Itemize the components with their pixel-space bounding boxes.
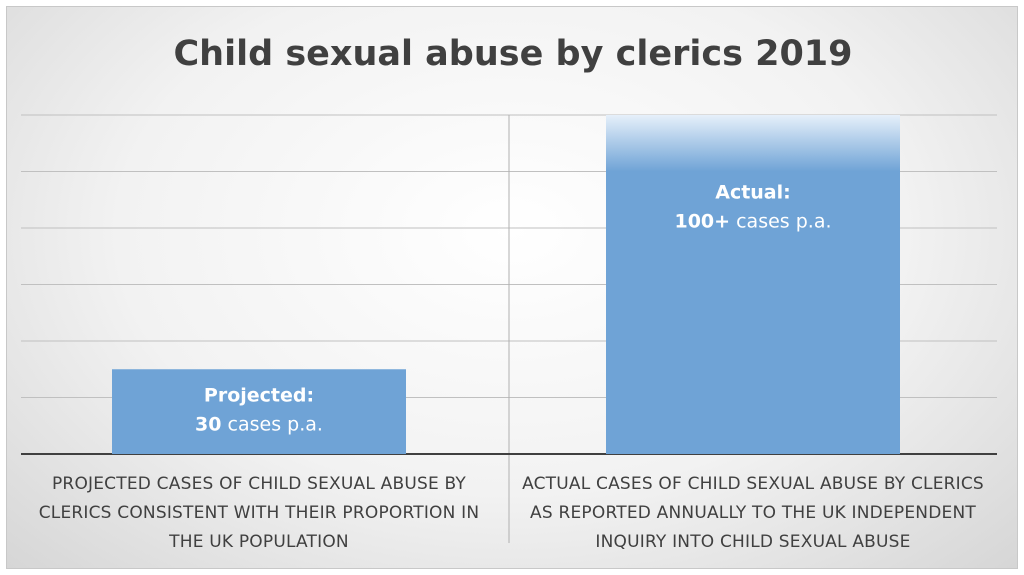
data-label-unit: cases p.a. <box>222 413 323 435</box>
chart-title: Child sexual abuse by clerics 2019 <box>173 34 852 74</box>
chart-frame: Child sexual abuse by clerics 2019 Proje… <box>6 6 1018 569</box>
category-tick-label: INQUIRY INTO CHILD SEXUAL ABUSE <box>595 532 910 552</box>
bar-fade <box>606 115 900 172</box>
data-label-number: 30 <box>195 413 221 435</box>
data-label-value: 100+ cases p.a. <box>674 211 831 233</box>
bar-chart: Child sexual abuse by clerics 2019 Proje… <box>21 34 997 552</box>
category-tick-label: THE UK POPULATION <box>168 532 349 552</box>
bar <box>112 369 406 454</box>
category-labels: PROJECTED CASES OF CHILD SEXUAL ABUSE BY… <box>39 474 984 552</box>
category-tick-label: AS REPORTED ANNUALLY TO THE UK INDEPENDE… <box>530 503 976 523</box>
bar <box>606 171 900 454</box>
category-tick-label: ACTUAL CASES OF CHILD SEXUAL ABUSE BY CL… <box>522 474 984 494</box>
data-label-title: Projected: <box>204 384 314 406</box>
data-label-title: Actual: <box>715 182 791 204</box>
bars <box>112 115 900 454</box>
data-label-number: 100+ <box>674 211 730 233</box>
data-label-value: 30 cases p.a. <box>195 413 323 435</box>
category-tick-label: CLERICS CONSISTENT WITH THEIR PROPORTION… <box>39 503 480 523</box>
data-labels: Projected: 30 cases p.a. Actual: 100+ cases… <box>195 182 831 436</box>
category-tick-label: PROJECTED CASES OF CHILD SEXUAL ABUSE BY <box>52 474 466 494</box>
data-label-unit: cases p.a. <box>730 211 831 233</box>
